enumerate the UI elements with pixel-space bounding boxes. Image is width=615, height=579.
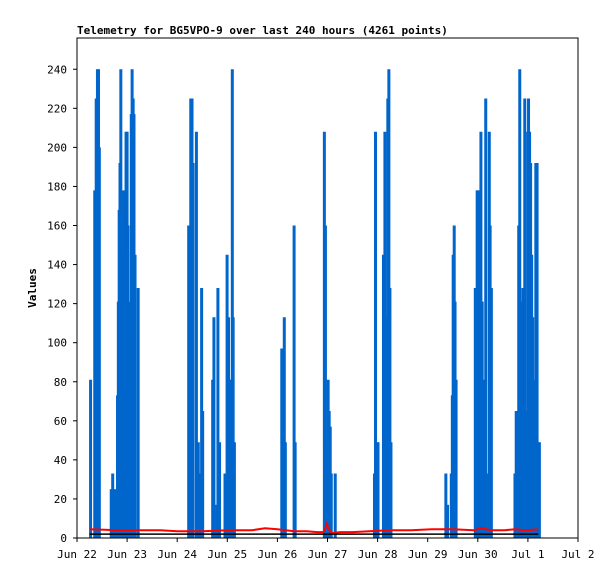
series-layer bbox=[89, 69, 541, 538]
y-tick-label: 0 bbox=[60, 532, 67, 545]
x-axis: Jun 22 Jun 23 Jun 24 Jun 25 Jun 26 Jun 27 Jun … bbox=[57, 538, 595, 561]
y-tick-label: 140 bbox=[47, 259, 67, 272]
y-tick-label: 160 bbox=[47, 220, 67, 233]
x-tick-label: Jun 28 bbox=[358, 548, 398, 561]
x-tick-label: Jun 26 bbox=[258, 548, 298, 561]
x-tick-label: Jun 30 bbox=[458, 548, 498, 561]
y-tick-label: 200 bbox=[47, 141, 67, 154]
x-tick-label: Jun 23 bbox=[107, 548, 147, 561]
series-line-red bbox=[89, 522, 539, 535]
x-tick-label: Jun 24 bbox=[157, 548, 197, 561]
y-tick-label: 100 bbox=[47, 337, 67, 350]
y-tick-label: 60 bbox=[54, 415, 67, 428]
y-tick-label: 220 bbox=[47, 102, 67, 115]
y-tick-label: 180 bbox=[47, 180, 67, 193]
y-axis: 0 20 40 60 80 100 120 140 160 180 200 220 240 bbox=[47, 63, 77, 545]
y-tick-label: 80 bbox=[54, 376, 67, 389]
x-tick-label: Jun 22 bbox=[57, 548, 97, 561]
x-tick-label: Jul 2 bbox=[561, 548, 594, 561]
series-blue bbox=[89, 69, 541, 538]
y-axis-label: Values bbox=[26, 268, 39, 308]
y-tick-label: 120 bbox=[47, 298, 67, 311]
x-tick-label: Jun 29 bbox=[408, 548, 448, 561]
y-tick-label: 40 bbox=[54, 454, 67, 467]
y-tick-label: 240 bbox=[47, 63, 67, 76]
x-tick-label: Jun 27 bbox=[308, 548, 348, 561]
x-tick-label: Jun 25 bbox=[207, 548, 247, 561]
x-tick-label: Jul 1 bbox=[511, 548, 544, 561]
chart-title: Telemetry for BG5VPO-9 over last 240 hou… bbox=[77, 24, 448, 37]
series-red bbox=[89, 522, 539, 535]
y-tick-label: 20 bbox=[54, 493, 67, 506]
